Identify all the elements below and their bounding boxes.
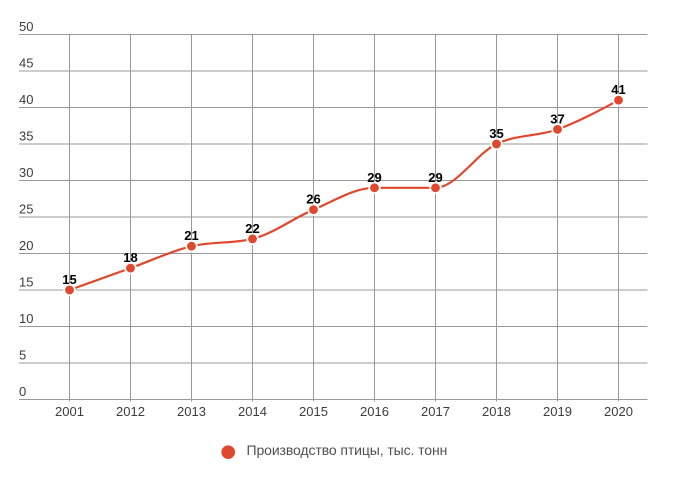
svg-text:2001: 2001: [55, 404, 84, 419]
svg-text:2015: 2015: [299, 404, 328, 419]
svg-text:2020: 2020: [604, 404, 633, 419]
svg-text:35: 35: [19, 128, 33, 143]
svg-text:0: 0: [19, 384, 26, 399]
svg-text:2016: 2016: [360, 404, 389, 419]
svg-text:15: 15: [19, 274, 33, 289]
svg-text:29: 29: [367, 170, 381, 185]
svg-text:2019: 2019: [543, 404, 572, 419]
svg-text:20: 20: [19, 238, 33, 253]
svg-text:Производство птицы, тыс. тонн: Производство птицы, тыс. тонн: [247, 442, 448, 458]
svg-text:45: 45: [19, 55, 33, 70]
svg-text:21: 21: [184, 228, 198, 243]
svg-text:41: 41: [611, 82, 625, 97]
svg-text:5: 5: [19, 347, 26, 362]
svg-text:15: 15: [62, 272, 76, 287]
svg-text:50: 50: [19, 19, 33, 34]
svg-text:2013: 2013: [177, 404, 206, 419]
svg-text:26: 26: [306, 192, 320, 207]
svg-text:10: 10: [19, 311, 33, 326]
svg-text:40: 40: [19, 92, 33, 107]
svg-text:2018: 2018: [482, 404, 511, 419]
svg-text:2014: 2014: [238, 404, 267, 419]
svg-text:37: 37: [550, 111, 564, 126]
svg-text:25: 25: [19, 201, 33, 216]
svg-text:2012: 2012: [116, 404, 145, 419]
svg-text:22: 22: [245, 221, 259, 236]
svg-text:35: 35: [489, 126, 503, 141]
svg-text:29: 29: [428, 170, 442, 185]
svg-text:18: 18: [123, 250, 137, 265]
svg-text:30: 30: [19, 165, 33, 180]
svg-text:2017: 2017: [421, 404, 450, 419]
